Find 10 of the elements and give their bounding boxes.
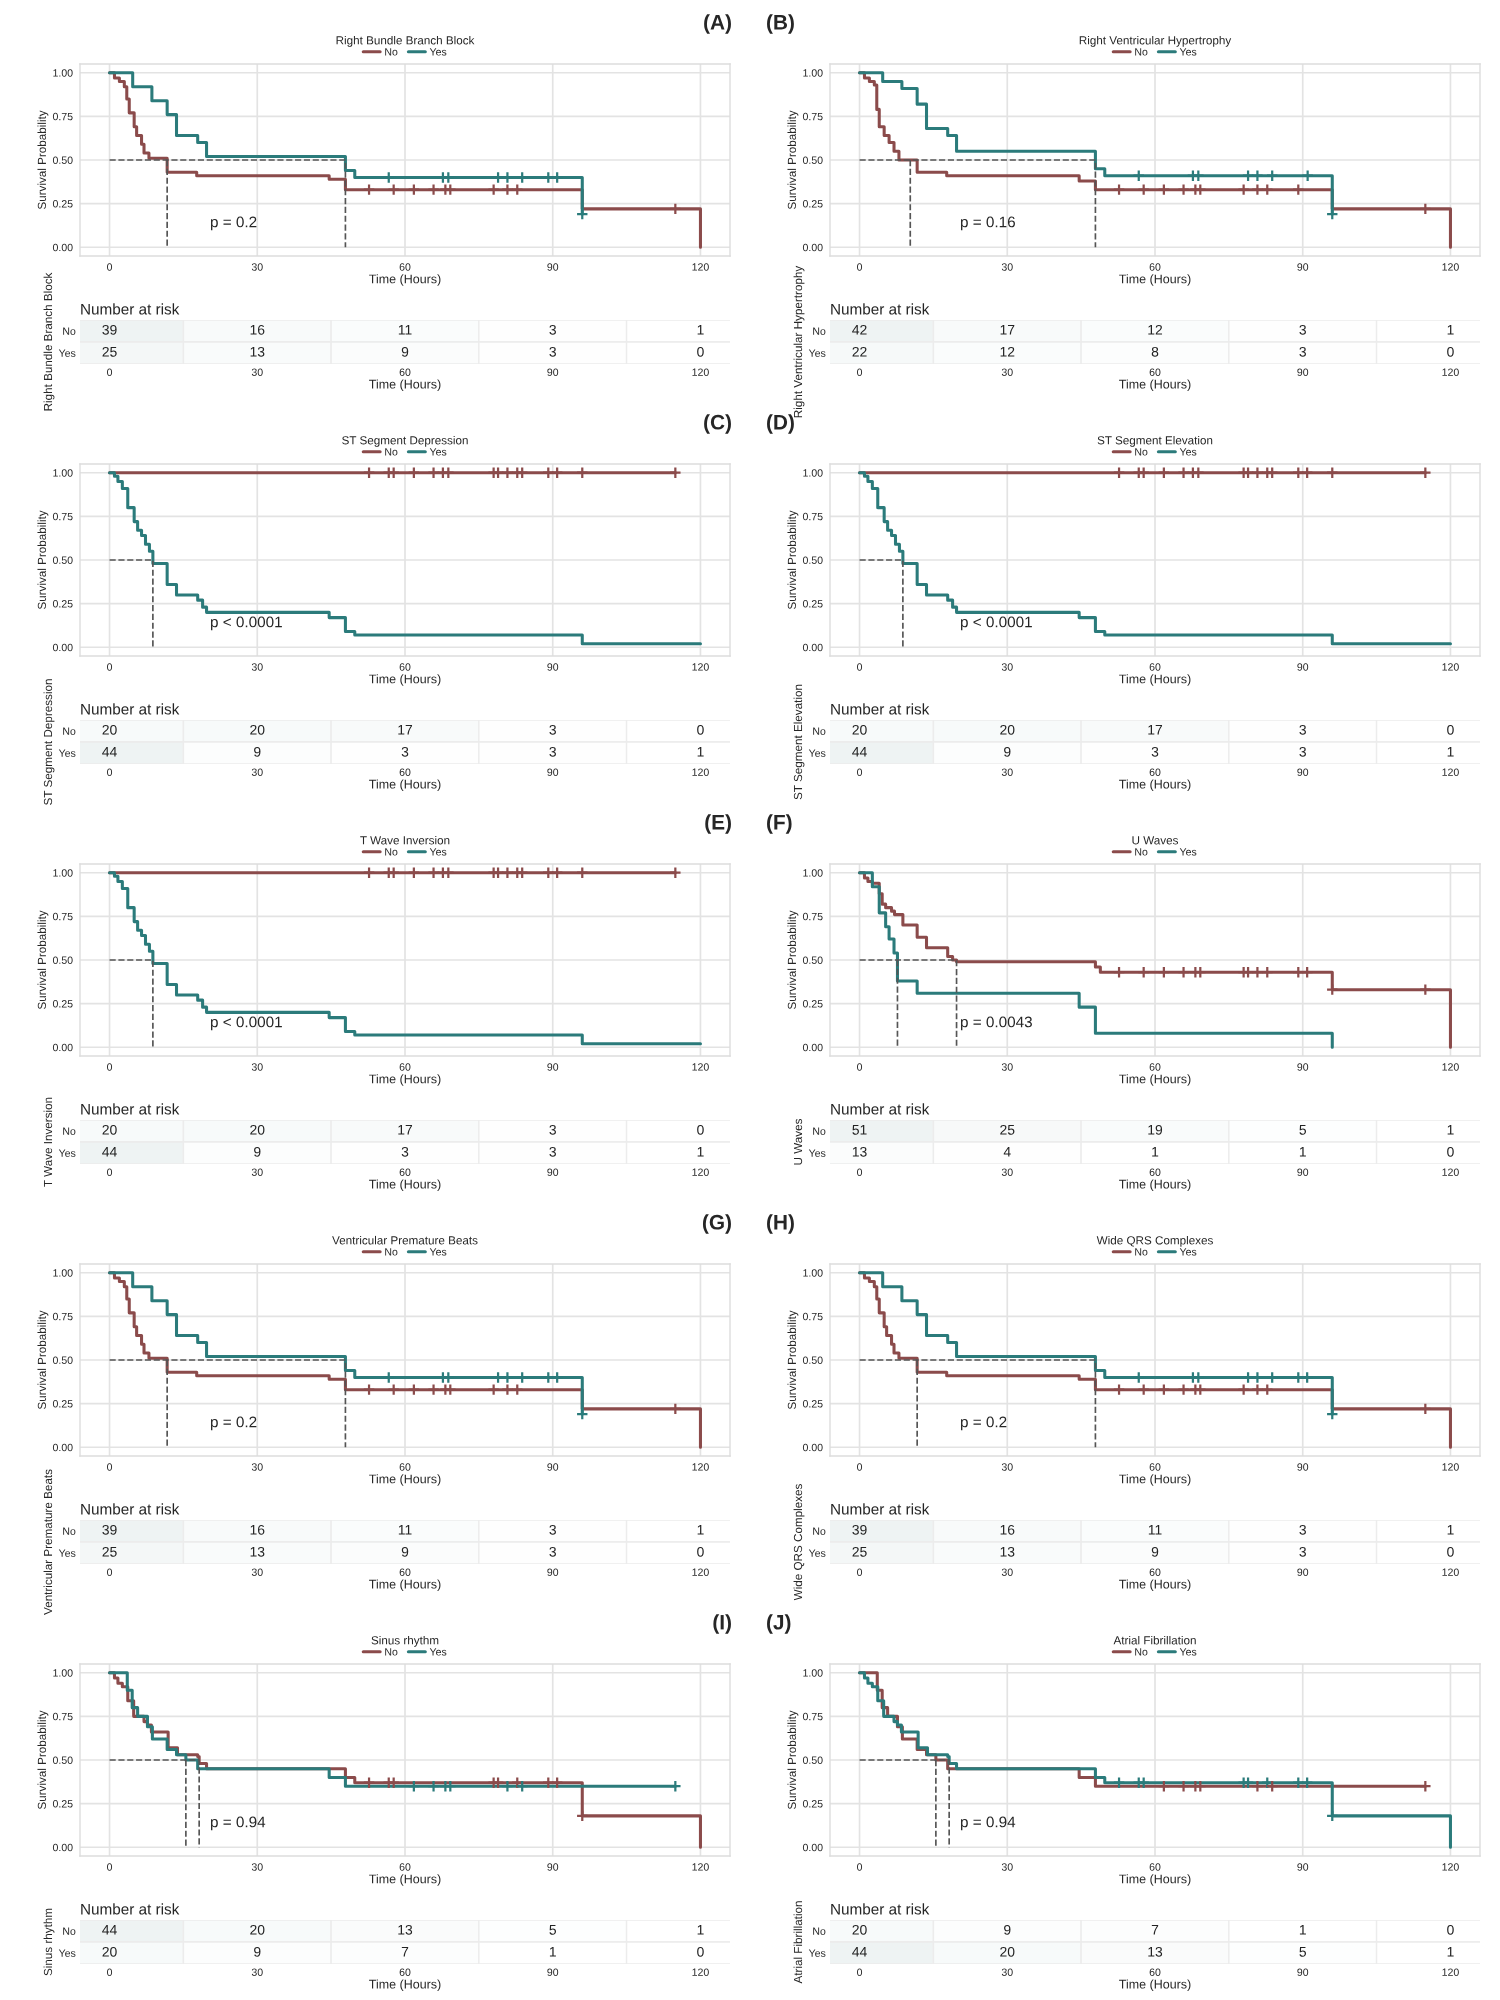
text: (E): [705, 814, 731, 834]
text: (J): [767, 1614, 791, 1634]
text: (F): [767, 814, 792, 834]
text: (I): [713, 1614, 731, 1634]
text: (H): [767, 1214, 794, 1234]
text: (D): [767, 414, 794, 434]
text: (C): [704, 414, 731, 434]
text: (B): [767, 14, 794, 34]
text: (G): [702, 1214, 731, 1234]
text: (A): [704, 14, 731, 34]
